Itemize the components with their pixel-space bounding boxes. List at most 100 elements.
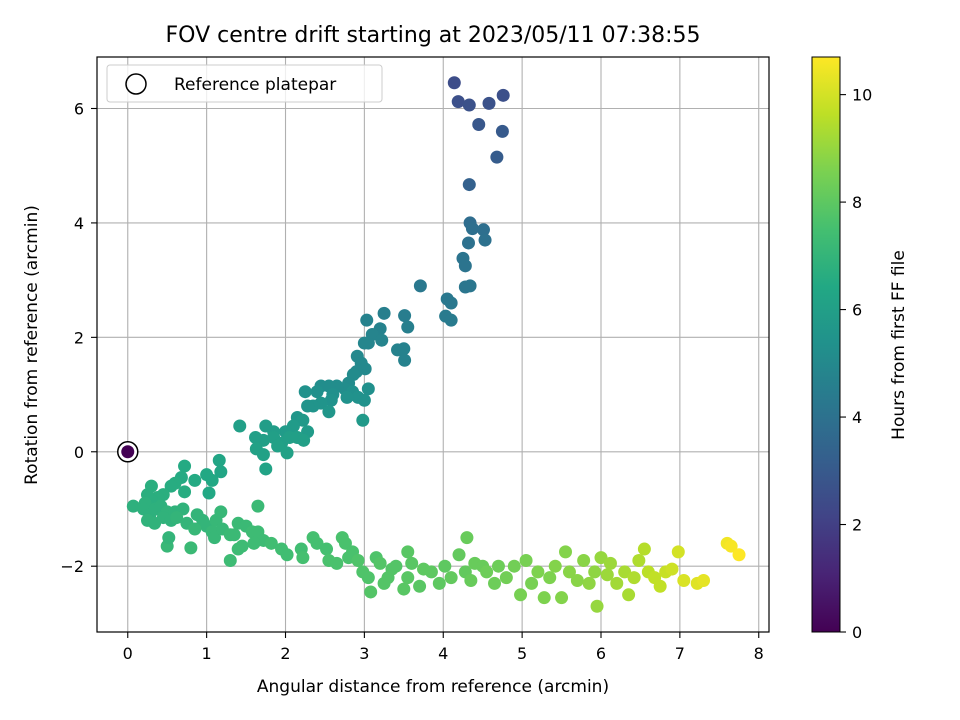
colorbar-ticks: 0 2 4 6 8 10 xyxy=(840,86,872,642)
data-point xyxy=(375,333,389,347)
data-point xyxy=(212,453,226,467)
data-point xyxy=(464,574,478,588)
data-point xyxy=(618,565,632,579)
data-point xyxy=(271,439,285,453)
colorbar-tick-label: 4 xyxy=(852,408,862,427)
legend-marker-icon xyxy=(125,73,147,95)
data-point xyxy=(247,536,261,550)
data-point xyxy=(297,433,311,447)
data-point xyxy=(627,571,641,585)
data-point xyxy=(377,306,391,320)
data-point xyxy=(482,96,496,110)
data-point xyxy=(525,576,539,590)
data-point xyxy=(499,571,513,585)
data-point xyxy=(170,511,184,525)
data-point xyxy=(732,548,746,562)
x-tick-label: 6 xyxy=(596,644,606,663)
data-point xyxy=(126,499,140,513)
data-point xyxy=(462,178,476,192)
data-point xyxy=(577,553,591,567)
data-point xyxy=(514,588,528,602)
data-point xyxy=(320,542,334,556)
data-point xyxy=(622,588,636,602)
data-point xyxy=(233,419,247,433)
data-point xyxy=(507,559,521,573)
data-point xyxy=(264,536,278,550)
data-point xyxy=(537,591,551,605)
data-point xyxy=(357,336,371,350)
data-point xyxy=(476,223,490,237)
data-point xyxy=(164,479,178,493)
data-point xyxy=(178,459,192,473)
y-tick-label: −2 xyxy=(60,557,84,576)
data-point xyxy=(397,342,411,356)
data-point xyxy=(451,95,465,109)
data-point xyxy=(188,522,202,536)
data-point xyxy=(259,462,273,476)
data-point xyxy=(438,559,452,573)
data-point xyxy=(296,413,310,427)
y-axis-label: Rotation from reference (arcmin) xyxy=(22,205,42,485)
data-point xyxy=(357,393,371,407)
data-point xyxy=(413,279,427,293)
data-point xyxy=(478,233,492,247)
data-point xyxy=(340,390,354,404)
data-point xyxy=(531,565,545,579)
data-point xyxy=(256,448,270,462)
data-point xyxy=(495,124,509,138)
plot-area xyxy=(97,57,769,632)
data-point xyxy=(444,296,458,310)
data-point xyxy=(444,571,458,585)
data-point xyxy=(188,473,202,487)
data-point xyxy=(373,556,387,570)
data-point xyxy=(424,565,438,579)
data-point xyxy=(351,553,365,567)
data-point xyxy=(555,591,569,605)
x-tick-label: 7 xyxy=(675,644,685,663)
data-point xyxy=(490,150,504,164)
data-point xyxy=(251,499,265,513)
data-point xyxy=(582,576,596,590)
data-point xyxy=(338,536,352,550)
data-point xyxy=(296,551,310,565)
data-point xyxy=(162,531,176,545)
data-point xyxy=(259,419,273,433)
data-point xyxy=(214,465,228,479)
data-point xyxy=(280,548,294,562)
legend: Reference platepar xyxy=(106,64,383,103)
colorbar: 0 2 4 6 8 10 Hours from first FF file xyxy=(811,56,909,642)
data-point xyxy=(458,280,472,294)
plot-frame xyxy=(96,56,770,633)
x-tick-label: 3 xyxy=(359,644,369,663)
data-point xyxy=(397,582,411,596)
x-tick-label: 4 xyxy=(438,644,448,663)
data-point xyxy=(559,545,573,559)
colorbar-label: Hours from first FF file xyxy=(889,250,909,440)
data-point xyxy=(697,574,711,588)
data-point xyxy=(306,531,320,545)
data-point xyxy=(356,413,370,427)
data-point xyxy=(249,430,263,444)
data-point xyxy=(447,76,461,90)
data-point xyxy=(480,565,494,579)
data-point xyxy=(364,585,378,599)
data-point xyxy=(361,382,375,396)
data-point xyxy=(610,576,624,590)
grid-lines xyxy=(97,57,769,632)
data-point xyxy=(472,118,486,132)
data-point xyxy=(432,576,446,590)
x-tick-label: 5 xyxy=(517,644,527,663)
y-tick-label: 6 xyxy=(74,99,84,118)
x-tick-label: 0 xyxy=(123,644,133,663)
data-point xyxy=(460,531,474,545)
data-point xyxy=(214,505,228,519)
data-point xyxy=(665,562,679,576)
data-point xyxy=(208,531,222,545)
y-axis-ticks: −2 0 2 4 6 xyxy=(60,99,97,576)
data-point xyxy=(543,571,557,585)
data-point xyxy=(590,599,604,613)
data-point xyxy=(405,556,419,570)
data-point xyxy=(360,313,374,327)
colorbar-tick-label: 10 xyxy=(852,86,872,105)
data-point xyxy=(227,528,241,542)
